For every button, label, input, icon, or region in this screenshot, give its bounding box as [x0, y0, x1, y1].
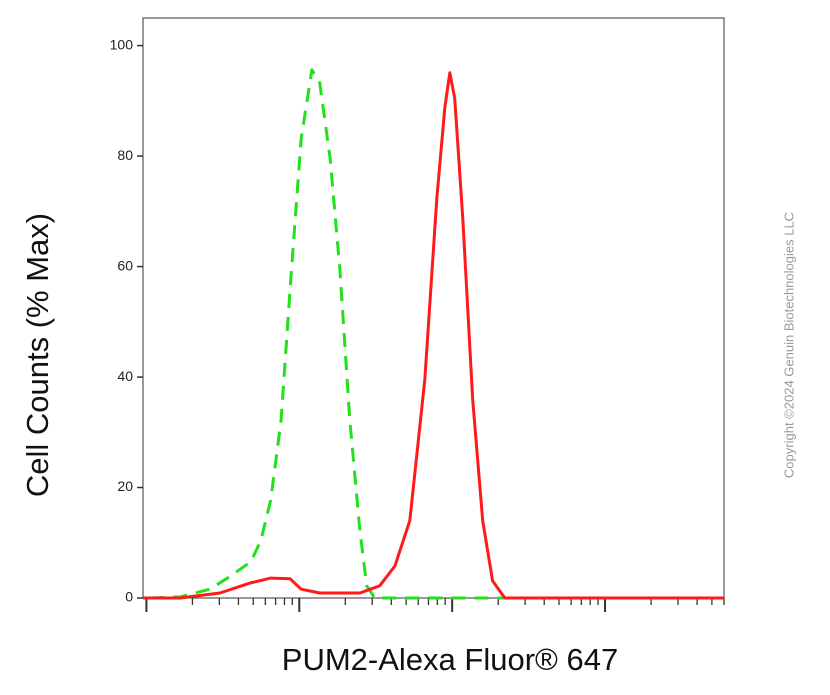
x-axis-label: PUM2-Alexa Fluor® 647	[282, 642, 618, 677]
y-tick-label: 0	[125, 589, 133, 605]
y-tick-label: 20	[117, 478, 133, 494]
histogram-line	[150, 68, 724, 600]
histogram-line	[143, 71, 724, 600]
y-axis-label: Cell Counts (% Max)	[20, 213, 55, 497]
y-tick-label: 100	[110, 36, 134, 52]
y-tick-label: 40	[117, 368, 133, 384]
watermark: Copyright ©2024 Genuin Biotechnologies L…	[781, 212, 796, 478]
plot-frame	[142, 17, 725, 599]
y-tick-label: 60	[117, 257, 133, 273]
y-tick-label: 80	[117, 147, 133, 163]
